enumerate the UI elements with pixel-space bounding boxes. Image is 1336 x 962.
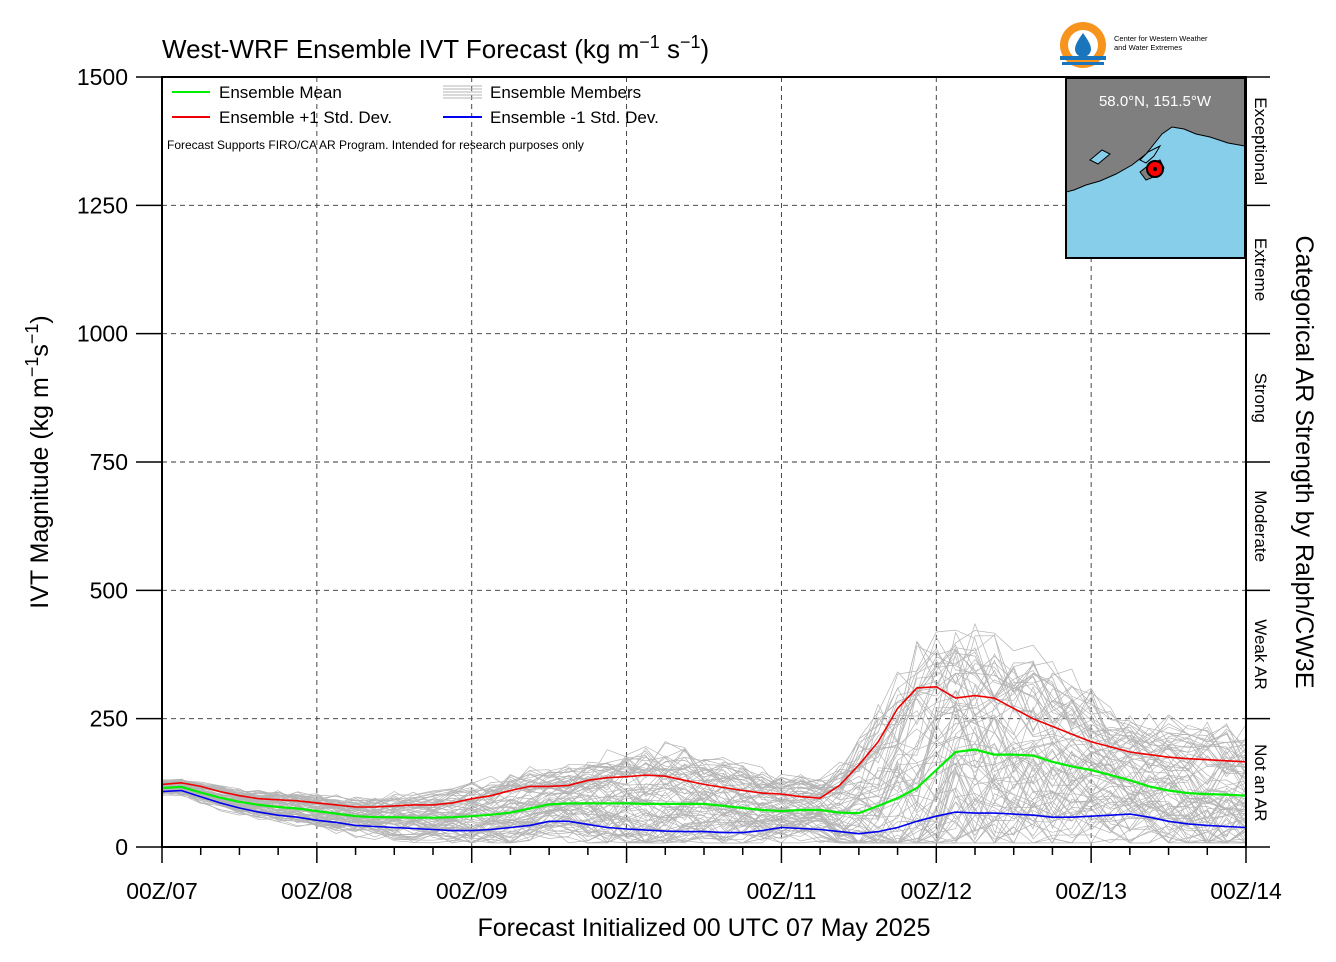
ensemble-member-line <box>161 690 1247 822</box>
category-label: Strong <box>1251 373 1270 423</box>
x-tick-label: 00Z/09 <box>436 878 508 904</box>
legend-label-minus-std: Ensemble -1 Std. Dev. <box>490 108 659 127</box>
ensemble-member-line <box>161 791 1247 844</box>
ensemble-stat-series <box>161 685 1247 835</box>
map-location-label: 58.0°N, 151.5°W <box>1099 93 1212 110</box>
x-tick-label: 00Z/14 <box>1210 878 1282 904</box>
water-drop-icon <box>1075 33 1091 57</box>
category-label: Moderate <box>1251 490 1270 562</box>
ensemble-member-line <box>161 650 1247 809</box>
ensemble-member-line <box>161 636 1247 810</box>
y-tick-label: 750 <box>90 449 128 475</box>
ensemble-member-line <box>161 645 1247 808</box>
category-label: Exceptional <box>1251 97 1270 185</box>
location-inset-map: 58.0°N, 151.5°W <box>1065 77 1246 259</box>
series-line-plus-std <box>161 685 1247 808</box>
ensemble-members <box>161 622 1247 844</box>
x-tick-label: 00Z/10 <box>591 878 663 904</box>
x-tick-label: 00Z/11 <box>746 878 816 904</box>
y-tick-label: 1000 <box>77 321 128 347</box>
category-label: Extreme <box>1251 238 1270 301</box>
legend-swatch-members <box>443 85 482 99</box>
series-line-ensemble-mean <box>161 748 1247 819</box>
x-tick-label: 00Z/12 <box>900 878 972 904</box>
ensemble-member-line <box>161 732 1247 844</box>
legend-label-plus-std: Ensemble +1 Std. Dev. <box>219 108 392 127</box>
ensemble-member-line <box>161 794 1247 844</box>
x-tick-label: 00Z/08 <box>281 878 353 904</box>
legend-label-members: Ensemble Members <box>490 83 641 102</box>
y-tick-label: 1250 <box>77 192 128 218</box>
legend: Ensemble Mean Ensemble +1 Std. Dev. Ense… <box>167 83 659 152</box>
logo-text-line1: Center for Western Weather <box>1114 34 1208 43</box>
disclaimer-note: Forecast Supports FIRO/CA AR Program. In… <box>167 138 584 152</box>
logo-text-line2: and Water Extremes <box>1114 43 1182 52</box>
ensemble-member-line <box>161 742 1247 844</box>
y-tick-label: 500 <box>90 577 128 603</box>
ensemble-member-line <box>161 706 1247 822</box>
y-tick-label: 0 <box>115 834 128 860</box>
x-axis-label: Forecast Initialized 00 UTC 07 May 2025 <box>478 914 931 942</box>
ensemble-member-line <box>161 742 1247 844</box>
ensemble-member-line <box>161 729 1247 823</box>
ensemble-member-line <box>161 659 1247 812</box>
ensemble-member-line <box>161 650 1247 812</box>
y-tick-label: 1500 <box>77 64 128 90</box>
series-line-minus-std <box>161 789 1247 835</box>
x-tick-label: 00Z/07 <box>126 878 198 904</box>
ensemble-member-line <box>161 789 1247 844</box>
chart-title: West-WRF Ensemble IVT Forecast (kg m−1 s… <box>162 32 709 64</box>
ensemble-member-line <box>161 768 1247 844</box>
ensemble-member-line <box>161 687 1247 817</box>
y-tick-label: 250 <box>90 706 128 732</box>
cw3e-logo: Center for Western Weather and Water Ext… <box>1060 22 1208 68</box>
right-axis-label: Categorical AR Strength by Ralph/CW3E <box>1290 236 1318 689</box>
x-tick-label: 00Z/13 <box>1055 878 1127 904</box>
legend-label-mean: Ensemble Mean <box>219 83 342 102</box>
ar-category-axis: Not an AR Weak AR Moderate Strong Extreme Exc… <box>1246 76 1270 848</box>
y-axis: 0 250 500 750 1000 1250 1500 <box>77 64 162 860</box>
category-label: Not an AR <box>1251 744 1270 822</box>
x-axis: 00Z/07 00Z/08 00Z/09 00Z/10 00Z/11 00Z/12 00Z/… <box>126 847 1282 904</box>
y-axis-label: IVT Magnitude (kg m−1s−1) <box>22 315 54 608</box>
category-label: Weak AR <box>1251 619 1270 690</box>
map-land <box>1065 77 1246 193</box>
